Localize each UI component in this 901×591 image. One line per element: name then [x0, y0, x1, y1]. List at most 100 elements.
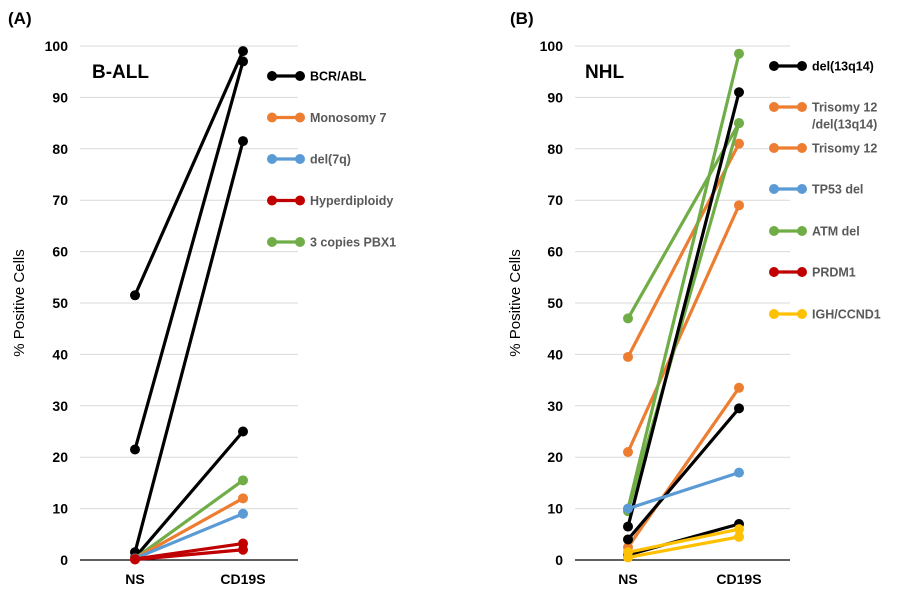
data-point-ns: [130, 554, 140, 565]
y-tick-label: 30: [547, 398, 563, 414]
series-line: [626, 406, 741, 542]
series-line: [626, 535, 741, 560]
legend-label: Trisomy 12/del(13q14): [812, 101, 877, 132]
legend-label: PRDM1: [812, 266, 856, 280]
legend-marker: [797, 184, 807, 194]
data-point-cd19s: [734, 531, 744, 542]
legend-marker: [267, 237, 277, 247]
data-point-cd19s: [734, 118, 744, 129]
y-tick-label: 60: [52, 244, 68, 260]
y-tick-label: 20: [547, 449, 563, 465]
legend-item: Monosomy 7: [267, 111, 386, 125]
series-4: [130, 426, 248, 563]
data-point-cd19s: [734, 467, 744, 478]
y-tick-label: 70: [52, 192, 68, 208]
legend: BCR/ABL Monosomy 7 del(7q) Hyperdiploidy 3 c…: [267, 70, 396, 250]
data-point-ns: [130, 444, 140, 455]
series-2: [130, 56, 248, 455]
legend-marker: [797, 267, 807, 277]
legend-item: PRDM1: [769, 266, 856, 280]
legend-item: BCR/ABL: [267, 70, 367, 84]
series-line: [133, 429, 245, 560]
data-point-cd19s: [238, 46, 248, 57]
legend-marker: [797, 143, 807, 153]
legend-marker: [769, 309, 779, 319]
series-12: [623, 531, 744, 563]
x-tick-label: CD19S: [716, 571, 761, 587]
data-point-cd19s: [238, 544, 248, 555]
y-tick-label: 40: [547, 346, 563, 362]
legend-item: del(7q): [267, 153, 351, 167]
data-point-cd19s: [734, 524, 744, 535]
series-line: [133, 59, 245, 452]
y-tick-label: 0: [60, 552, 68, 568]
legend-item: del(13q14): [769, 60, 874, 74]
legend-item: ATM del: [769, 225, 860, 239]
legend-marker: [267, 195, 277, 206]
chart-panel-b: (B) 0 10 20 30 40 50 60 70 80 90 100 NS CD19S % Positi…: [507, 9, 881, 587]
legend-label: IGH/CCND1: [812, 308, 881, 322]
y-tick-label: 0: [555, 552, 563, 568]
data-point-cd19s: [734, 403, 744, 414]
data-point-cd19s: [734, 87, 744, 98]
legend-marker: [295, 71, 305, 81]
series-2: [623, 200, 744, 458]
y-tick-label: 10: [547, 501, 563, 517]
legend-label: BCR/ABL: [310, 70, 367, 84]
legend-marker: [267, 112, 277, 123]
legend-item: Trisomy 12: [769, 142, 877, 156]
y-axis-label: % Positive Cells: [507, 249, 524, 357]
chart-title: NHL: [585, 62, 624, 83]
series-line: [626, 527, 741, 554]
y-tick-label: 10: [52, 501, 68, 517]
legend-item: Trisomy 12/del(13q14): [769, 101, 877, 132]
data-point-cd19s: [238, 426, 248, 437]
series-line: [626, 471, 741, 511]
series-line: [133, 496, 245, 561]
legend-label: TP53 del: [812, 183, 863, 197]
y-tick-label: 60: [547, 244, 563, 260]
y-tick-label: 80: [52, 141, 68, 157]
legend-marker: [797, 226, 807, 236]
data-point-cd19s: [238, 508, 248, 519]
data-point-ns: [130, 290, 140, 301]
chart-title: B-ALL: [92, 62, 149, 83]
series-line: [133, 478, 245, 561]
series-8: [623, 403, 744, 545]
series-line: [133, 548, 245, 562]
data-point-cd19s: [734, 382, 744, 393]
legend-label: Hyperdiploidy: [310, 194, 393, 208]
legend-marker: [769, 267, 779, 277]
x-tick-label: CD19S: [220, 571, 265, 587]
y-tick-label: 50: [52, 295, 68, 311]
series-line: [626, 52, 741, 511]
legend-label: Trisomy 12: [812, 142, 877, 156]
legend: del(13q14) Trisomy 12/del(13q14) Trisomy 1…: [769, 60, 881, 322]
legend-marker: [295, 154, 305, 164]
legend-marker: [797, 61, 807, 71]
series-line: [133, 139, 245, 554]
legend-item: 3 copies PBX1: [267, 236, 396, 250]
legend-marker: [769, 184, 779, 194]
y-tick-label: 100: [540, 38, 564, 54]
x-tick-label: NS: [125, 571, 144, 587]
series-1: [623, 138, 744, 362]
legend-marker: [797, 309, 807, 319]
data-point-cd19s: [238, 56, 248, 67]
legend-label: 3 copies PBX1: [310, 236, 396, 250]
series-7: [623, 87, 744, 532]
legend-item: Hyperdiploidy: [267, 194, 393, 208]
panel-label: (A): [8, 9, 32, 28]
data-point-cd19s: [734, 138, 744, 149]
data-point-cd19s: [734, 200, 744, 211]
legend-label: del(7q): [310, 153, 351, 167]
data-point-cd19s: [238, 136, 248, 147]
data-point-ns: [623, 351, 633, 362]
data-point-ns: [623, 503, 633, 514]
series-line: [133, 49, 245, 297]
legend-marker: [797, 102, 807, 112]
y-tick-label: 30: [52, 398, 68, 414]
series-line: [133, 512, 245, 561]
legend-marker: [769, 143, 779, 153]
